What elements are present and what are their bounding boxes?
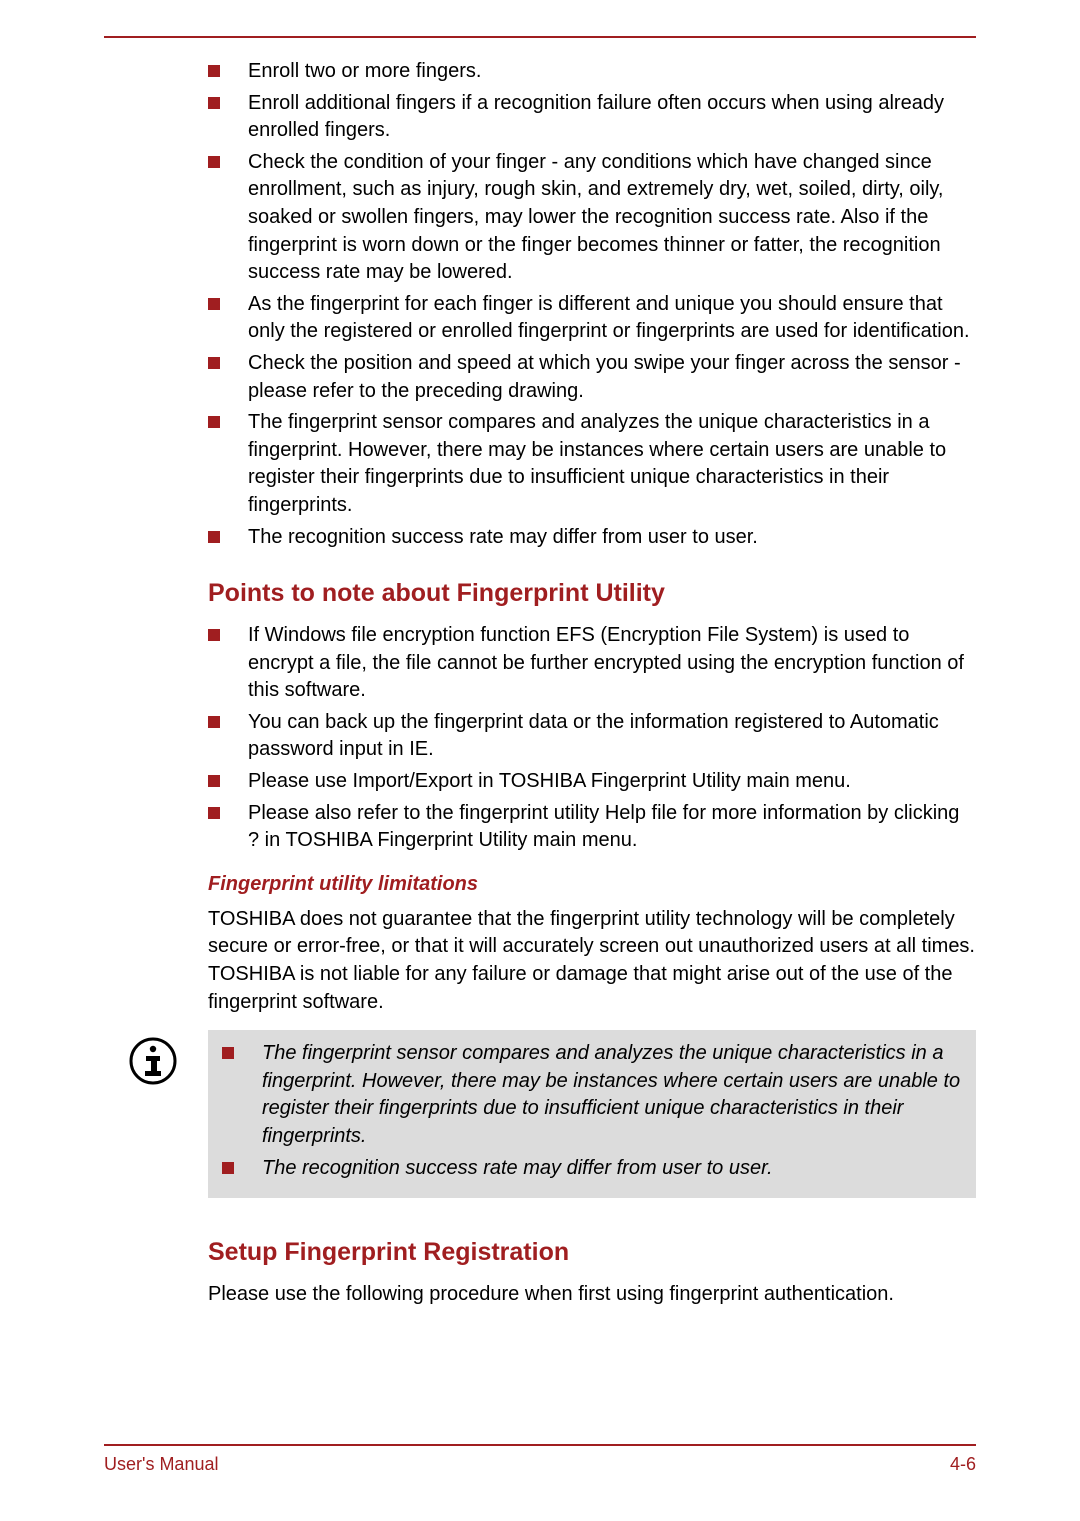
- list-item: Check the position and speed at which yo…: [208, 350, 976, 405]
- footer-right: 4-6: [950, 1454, 976, 1475]
- note-wrapper: The fingerprint sensor compares and anal…: [208, 1030, 976, 1198]
- list-item: The recognition success rate may differ …: [222, 1155, 962, 1183]
- page: Enroll two or more fingers. Enroll addit…: [0, 0, 1080, 1521]
- section2-subheading: Fingerprint utility limitations: [208, 873, 976, 896]
- section2-list: If Windows file encryption function EFS …: [208, 622, 976, 855]
- list-item: As the fingerprint for each finger is di…: [208, 291, 976, 346]
- section1-list: Enroll two or more fingers. Enroll addit…: [208, 58, 976, 551]
- section2-sub-paragraph: TOSHIBA does not guarantee that the fing…: [208, 906, 976, 1016]
- list-item: Enroll additional fingers if a recogniti…: [208, 90, 976, 145]
- list-item: Please also refer to the fingerprint uti…: [208, 800, 976, 855]
- info-icon: [128, 1036, 178, 1086]
- section3-paragraph: Please use the following procedure when …: [208, 1281, 976, 1309]
- note-list: The fingerprint sensor compares and anal…: [222, 1040, 962, 1182]
- section2-heading: Points to note about Fingerprint Utility: [208, 579, 976, 608]
- note-block: The fingerprint sensor compares and anal…: [208, 1030, 976, 1198]
- list-item: You can back up the fingerprint data or …: [208, 709, 976, 764]
- list-item: The recognition success rate may differ …: [208, 524, 976, 552]
- list-item: Check the condition of your finger - any…: [208, 149, 976, 287]
- list-item: The fingerprint sensor compares and anal…: [208, 409, 976, 519]
- footer-left: User's Manual: [104, 1454, 218, 1475]
- content-column: Enroll two or more fingers. Enroll addit…: [208, 58, 976, 1309]
- footer: User's Manual 4-6: [104, 1444, 976, 1475]
- section3-heading: Setup Fingerprint Registration: [208, 1238, 976, 1267]
- top-rule: [104, 36, 976, 38]
- list-item: Enroll two or more fingers.: [208, 58, 976, 86]
- list-item: Please use Import/Export in TOSHIBA Fing…: [208, 768, 976, 796]
- list-item: If Windows file encryption function EFS …: [208, 622, 976, 705]
- list-item: The fingerprint sensor compares and anal…: [222, 1040, 962, 1150]
